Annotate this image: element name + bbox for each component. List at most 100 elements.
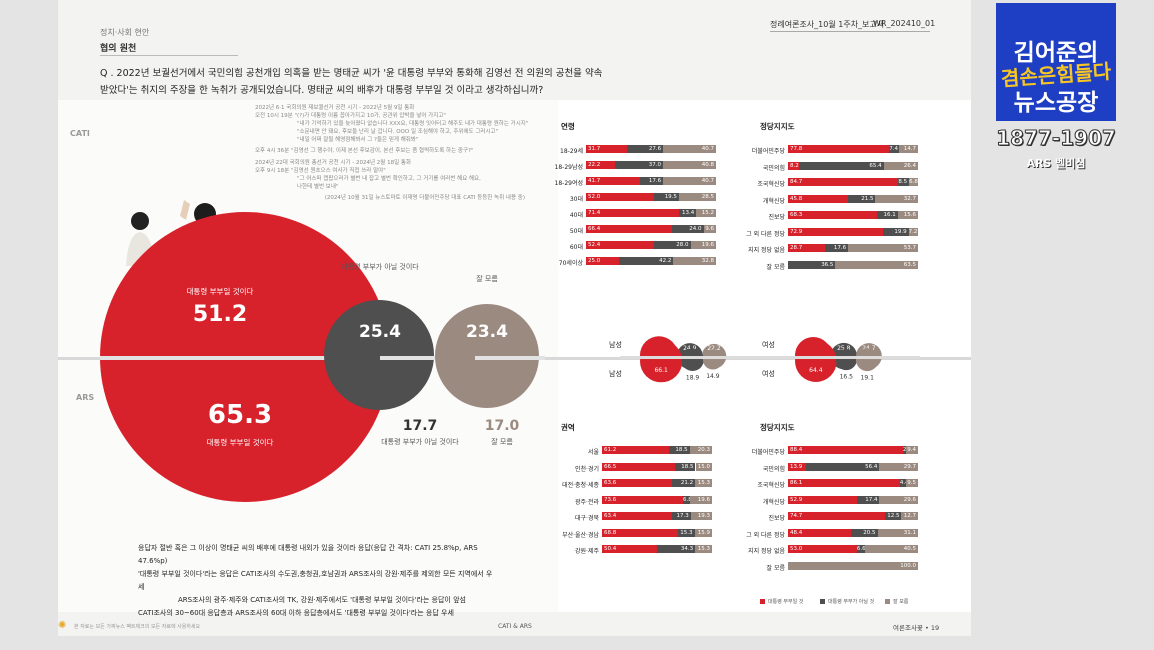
header-rule [770, 31, 930, 32]
bar-segment: 36.5 [788, 260, 836, 269]
timeline-line: "소문내면 안 돼요, 후보들 난리 날 겁니다. OOO 일 조심해야 하고,… [297, 129, 499, 135]
bubble-divider [620, 356, 920, 359]
bar-category-label: 더불어민주당 [751, 148, 785, 155]
note-line: 응답자 절반 혹은 그 이상이 명태균 씨의 배후에 대통령 내외가 있을 것이… [138, 544, 478, 565]
bar-segment: 18.5 [675, 462, 696, 471]
bar-segment: 20.5 [850, 528, 878, 537]
legend-swatch-no [820, 599, 825, 604]
bar-category-label: 50대 [569, 228, 583, 235]
report-code: WR_202410_01 [873, 19, 936, 28]
timeline-source: (2024년 10월 31일 뉴스토마토 이재명 더불어민주당 대표 CATI … [324, 195, 525, 201]
bar-category-label: 부산·울산·경남 [562, 531, 599, 539]
right-panel [558, 100, 971, 625]
timeline-line: 2024년 22대 국회의원 총선거 공천 시기 - 2024년 2월 18일 … [255, 160, 412, 166]
bar-segment: 40.7 [663, 145, 716, 153]
bar-segment: 84.7 [788, 178, 899, 186]
bar-segment: 68.8 [602, 528, 678, 537]
timeline-line: "내일 어쩌 잘될 해영점해봐서 그 ?들은 믿게 해줘봐" [297, 137, 419, 143]
bar-segment: 41.7 [586, 177, 641, 185]
bar-segment: 21.5 [847, 194, 876, 203]
female-label-ars: 여성 [762, 370, 775, 378]
bar-segment: 2.2 [902, 446, 906, 454]
bar-category-label: 강원·제주 [575, 548, 599, 555]
bar-category-label: 지지 정당 없음 [748, 247, 785, 254]
bar-segment: 66.5 [602, 462, 676, 471]
footer-page: 여론조사꽃 • 19 [893, 624, 940, 632]
bar-segment: 25.0 [586, 257, 619, 265]
bar-segment: 68.3 [788, 211, 877, 219]
bar-segment: 37.0 [614, 161, 663, 169]
report-name: 정례여론조사_10월 1주차_보고서 [770, 20, 885, 29]
gender-bubble-label: 19.1 [861, 374, 875, 381]
bar-segment: 27.6 [627, 145, 664, 153]
female-label-cati: 여성 [762, 341, 775, 349]
ars-dk-value: 17.0 [484, 418, 520, 434]
bar-segment: 31.1 [877, 528, 918, 537]
bar-segment: 28.5 [678, 193, 716, 201]
bar-segment: 61.2 [602, 446, 670, 454]
cati-yes-value: 51.2 [192, 302, 248, 327]
bar-category-label: 대전·충청·세종 [562, 482, 599, 489]
bar-segment: 77.8 [788, 145, 890, 153]
bar-segment: 19.5 [653, 193, 679, 201]
no-circle-split [380, 356, 440, 360]
age-bar-chart: 18-29세 31.7 27.6 40.7 18-29남성 22.2 37.0 40.8 18-… [553, 145, 723, 270]
bar-segment: 16.1 [876, 211, 898, 219]
gender-bubble-label: 18.9 [686, 374, 700, 381]
bar-category-label: 광주·전라 [575, 498, 599, 506]
yes-circle-split [100, 356, 390, 360]
legend-swatch-dk [885, 599, 890, 604]
gender-bubble-label: 66.1 [654, 367, 668, 374]
note-line: CATI조사의 30~60대 응답층과 ARS조사의 60대 이하 응답층에서도… [138, 609, 454, 617]
bar-category-label: 진보당 [768, 214, 785, 221]
dk-circle-split [475, 356, 545, 360]
bar-category-label: 개혁신당 [762, 498, 785, 506]
bar-segment: 86.1 [788, 479, 900, 487]
bar-category-label: 잘 모름 [766, 564, 785, 572]
gender-bubble [681, 348, 704, 371]
gender-bubble-label: 25.8 [837, 345, 851, 352]
bar-segment: 9.4 [905, 446, 918, 454]
bar-segment: 74.7 [788, 512, 886, 520]
bar-segment: 7.4 [889, 145, 899, 153]
page-footer [58, 612, 971, 636]
bar-segment: 20.3 [689, 446, 712, 454]
chart-title-party-cati: 정당지지도 [760, 122, 795, 131]
bar-segment: 63.4 [602, 512, 672, 520]
ars-yes-label: 대통령 부부일 것이다 [206, 438, 274, 447]
ars-no-value: 17.7 [402, 418, 438, 434]
page-header-area [58, 0, 971, 100]
bar-segment: 18.5 [669, 446, 690, 454]
subtitle-underline [100, 55, 238, 56]
ars-dk-label: 잘 모름 [491, 438, 513, 446]
gender-bubble-label: 64.4 [809, 367, 823, 374]
chart-legend: 대통령 부부일 것 대통령 부부가 아닐 것 잘 모름 [760, 598, 960, 606]
gender-bubble [640, 340, 683, 383]
ars-bell-text: ARS 벨비심 [1026, 157, 1086, 170]
bar-segment: 56.4 [806, 462, 880, 471]
timeline-line: "그 어스떠 캡팝으러가 별번 내 잡고 별번 확인하고, 그 거기를 여러번 … [297, 176, 481, 182]
bar-segment: 19.9 [882, 227, 909, 236]
gender-bubble [795, 340, 837, 382]
channel-logo: 김어준의 겸손은힘들다 뉴스공장 [996, 3, 1116, 121]
bar-segment: 32.7 [875, 194, 918, 203]
bar-segment: 15.2 [696, 209, 716, 217]
bar-segment: 22.2 [586, 161, 615, 169]
bar-segment: 100.0 [788, 561, 918, 570]
bar-segment: 15.0 [695, 462, 712, 471]
no-circle [324, 300, 434, 410]
bar-segment: 8.2 [788, 161, 799, 170]
chart-title-region: 권역 [561, 423, 575, 432]
bar-segment: 9.6 [703, 225, 716, 233]
bar-segment: 15.6 [897, 211, 918, 219]
bar-segment: 17.3 [671, 512, 691, 520]
bar-segment: 26.4 [883, 161, 918, 170]
bar-category-label: 인천·경기 [575, 465, 599, 473]
male-label-ars: 남성 [609, 370, 622, 378]
cati-label: CATI [70, 129, 90, 138]
bar-category-label: 30대 [569, 196, 583, 203]
bar-category-label: 70세이상 [558, 260, 583, 267]
gender-bubble-chart: 52.924.922.266.118.914.949.525.824.764.4… [620, 336, 920, 383]
bar-category-label: 40대 [569, 212, 583, 219]
bar-segment: 73.6 [602, 495, 683, 504]
